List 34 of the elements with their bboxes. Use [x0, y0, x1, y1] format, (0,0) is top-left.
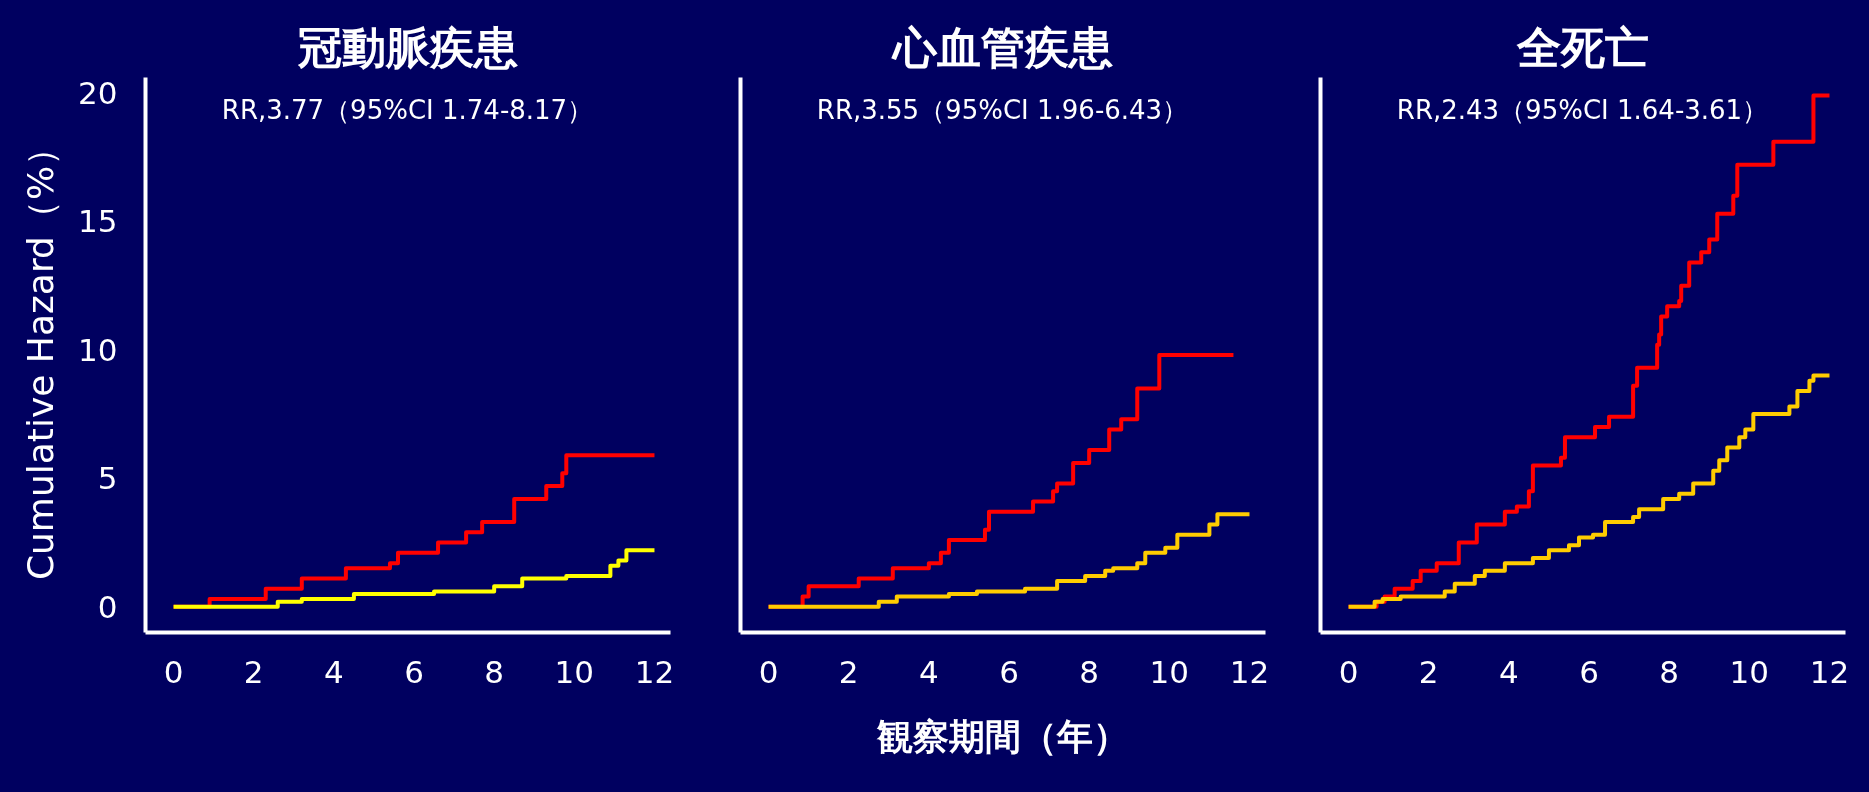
x-tick-label: 4 [1499, 653, 1519, 690]
y-tick-label: 20 [78, 74, 118, 111]
x-tick-label: 10 [1729, 653, 1770, 690]
x-tick-label: 12 [1809, 653, 1850, 690]
x-tick-label: 8 [1079, 653, 1100, 690]
x-tick-label: 12 [1229, 653, 1270, 690]
annotation: RR,2.43（95%CI 1.64-3.61） [1396, 94, 1769, 125]
x-tick-label: 6 [1579, 653, 1599, 690]
x-tick-label: 0 [758, 653, 779, 690]
x-tick-label: 4 [324, 653, 344, 690]
annotation: RR,3.55（95%CI 1.96-6.43） [816, 94, 1189, 125]
x-tick-label: 10 [1149, 653, 1190, 690]
chart-title: 冠動脈疾患 [297, 21, 518, 73]
y-axis-title: Cumulative Hazard（%） [20, 129, 62, 581]
x-tick-label: 4 [919, 653, 939, 690]
y-tick-label: 15 [78, 203, 118, 240]
y-tick-label: 5 [97, 460, 118, 497]
chart-title: 全死亡 [1516, 21, 1649, 73]
x-tick-label: 8 [484, 653, 505, 690]
y-tick-label: 0 [97, 588, 118, 625]
x-axis-title: 観察期間（年） [876, 715, 1129, 757]
x-tick-label: 2 [838, 653, 859, 690]
chart-title: 心血管疾患 [891, 21, 1113, 73]
x-tick-label: 12 [634, 653, 675, 690]
x-tick-label: 8 [1659, 653, 1680, 690]
x-tick-label: 10 [554, 653, 595, 690]
x-tick-label: 2 [243, 653, 264, 690]
x-tick-label: 6 [404, 653, 424, 690]
x-tick-label: 0 [1338, 653, 1359, 690]
annotation: RR,3.77（95%CI 1.74-8.17） [221, 94, 594, 125]
x-tick-label: 0 [163, 653, 184, 690]
x-tick-label: 2 [1418, 653, 1439, 690]
x-tick-label: 6 [999, 653, 1019, 690]
y-tick-label: 10 [78, 331, 118, 368]
